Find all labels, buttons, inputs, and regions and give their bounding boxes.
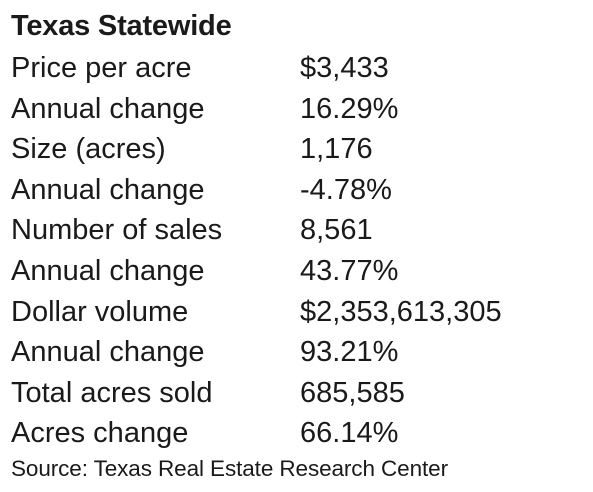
stat-label: Price per acre: [11, 52, 192, 84]
stat-label: Annual change: [11, 92, 205, 125]
stat-label: Dollar volume: [11, 295, 189, 328]
stat-row-size-acres: Size (acres) 1,176: [11, 129, 593, 170]
stat-label: Annual change: [11, 254, 205, 287]
stat-row-volume-annual-change: Annual change 93.21%: [11, 332, 593, 373]
stat-value: 66.14%: [300, 417, 399, 450]
stat-value: 8,561: [300, 214, 373, 247]
source-note: Source: Texas Real Estate Research Cente…: [11, 455, 448, 481]
stat-row-size-annual-change: Annual change -4.78%: [11, 170, 593, 211]
stat-value: -4.78%: [300, 173, 392, 206]
stats-table: Price per acre $3,433 Annual change 16.2…: [11, 48, 593, 454]
stat-row-total-acres-sold: Total acres sold 685,585: [11, 373, 593, 414]
stat-row-price-per-acre: Price per acre $3,433: [11, 48, 593, 89]
stat-value: 1,176: [300, 133, 373, 166]
table-title: Texas Statewide: [11, 10, 232, 42]
stat-row-dollar-volume: Dollar volume $2,353,613,305: [11, 292, 593, 333]
stat-value: $3,433: [300, 52, 389, 84]
stat-value: 43.77%: [300, 254, 399, 287]
stat-row-price-annual-change: Annual change 16.29%: [11, 89, 593, 130]
stat-value: 93.21%: [300, 336, 399, 369]
stat-row-sales-annual-change: Annual change 43.77%: [11, 251, 593, 292]
stat-value: 685,585: [300, 376, 405, 409]
stat-label: Annual change: [11, 173, 205, 206]
stat-row-number-of-sales: Number of sales 8,561: [11, 210, 593, 251]
stat-label: Number of sales: [11, 214, 223, 247]
stat-value: $2,353,613,305: [300, 295, 502, 328]
stat-label: Total acres sold: [11, 376, 213, 409]
stat-value: 16.29%: [300, 92, 399, 125]
stat-row-acres-change: Acres change 66.14%: [11, 413, 593, 454]
stat-label: Annual change: [11, 336, 205, 369]
stat-label: Size (acres): [11, 133, 166, 166]
stat-label: Acres change: [11, 417, 189, 450]
